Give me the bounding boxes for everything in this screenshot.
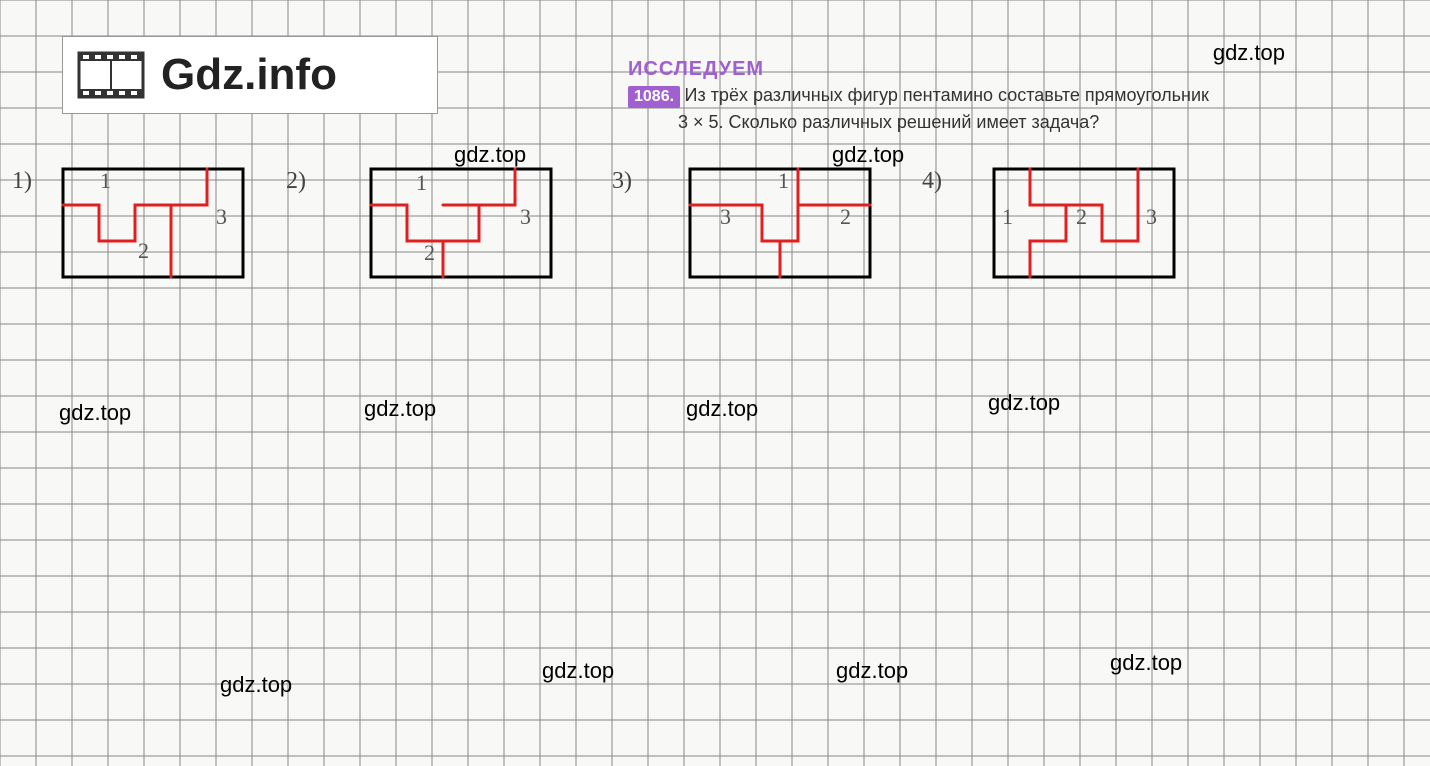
pentomino-piece-label: 3 (1146, 204, 1157, 230)
watermark: gdz.top (1213, 40, 1285, 66)
pentomino-piece-label: 2 (138, 238, 149, 264)
watermark: gdz.top (1110, 650, 1182, 676)
watermark: gdz.top (988, 390, 1060, 416)
watermark: gdz.top (686, 396, 758, 422)
problem-line2: 3 × 5. Сколько различных решений имеет з… (678, 112, 1388, 133)
pentomino-piece-label: 3 (216, 204, 227, 230)
watermark: gdz.top (542, 658, 614, 684)
watermark: gdz.top (832, 142, 904, 168)
pentomino-piece-label: 1 (1002, 204, 1013, 230)
pentomino-piece-label: 1 (100, 168, 111, 194)
pentomino-piece-label: 2 (424, 240, 435, 266)
diagram-index: 1) (12, 168, 32, 195)
film-icon (71, 45, 151, 105)
logo-box: Gdz.info (62, 36, 438, 114)
pentomino-piece-label: 3 (520, 204, 531, 230)
logo-text: Gdz.info (161, 50, 337, 100)
pentomino-piece-label: 1 (778, 168, 789, 194)
problem-line1: Из трёх различных фигур пентамино состав… (685, 85, 1209, 105)
watermark: gdz.top (836, 658, 908, 684)
pentomino-piece-label: 3 (720, 204, 731, 230)
diagram-index: 4) (922, 168, 942, 195)
pentomino-piece-label: 2 (1076, 204, 1087, 230)
watermark: gdz.top (220, 672, 292, 698)
watermark: gdz.top (59, 400, 131, 426)
watermark: gdz.top (454, 142, 526, 168)
pentomino-piece-label: 2 (840, 204, 851, 230)
problem-number: 1086. (628, 86, 680, 108)
pentomino-piece-label: 1 (416, 170, 427, 196)
problem-block: ИССЛЕДУЕМ 1086. Из трёх различных фигур … (628, 58, 1388, 133)
diagram-index: 3) (612, 168, 632, 195)
diagram-index: 2) (286, 168, 306, 195)
watermark: gdz.top (364, 396, 436, 422)
